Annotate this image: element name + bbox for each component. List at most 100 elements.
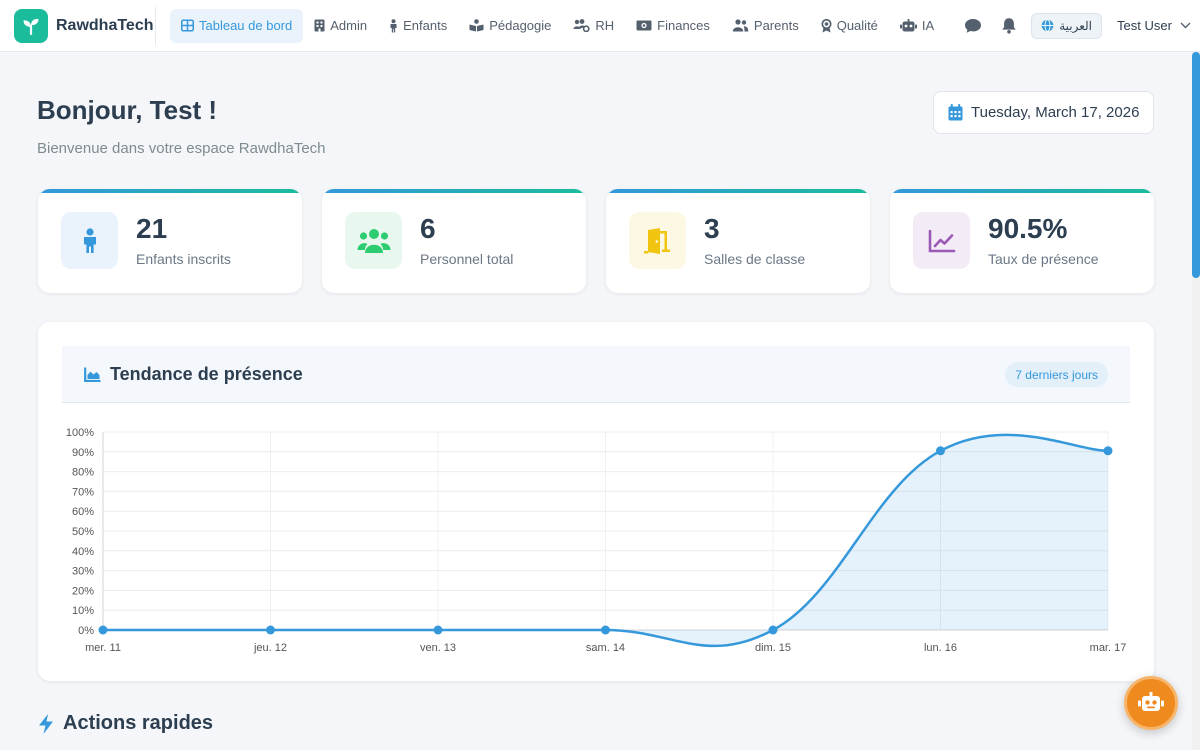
language-label: العربية bbox=[1059, 18, 1093, 33]
y-tick-label: 60% bbox=[72, 506, 94, 518]
grid-icon bbox=[181, 19, 194, 32]
robot-icon bbox=[899, 19, 917, 32]
stat-label: Personnel total bbox=[420, 251, 514, 267]
data-point bbox=[768, 625, 778, 635]
nav-item-label: Enfants bbox=[403, 18, 448, 33]
nav-item-dashboard[interactable]: Tableau de bord bbox=[170, 8, 304, 43]
x-tick-label: mar. 17 bbox=[1090, 642, 1127, 654]
nav-item-label: Parents bbox=[753, 18, 799, 33]
brand-name: RawdhaTech bbox=[56, 16, 154, 34]
building-icon bbox=[314, 19, 325, 32]
child-icon bbox=[61, 212, 118, 269]
stat-value: 90.5% bbox=[988, 213, 1068, 244]
x-tick-label: dim. 15 bbox=[755, 642, 791, 654]
nav-item-label: Tableau de bord bbox=[199, 18, 293, 33]
card-accent-stripe bbox=[606, 189, 870, 193]
stat-card-attendance: 90.5% Taux de présence bbox=[890, 189, 1154, 293]
nav-item-parents[interactable]: Parents bbox=[721, 9, 810, 43]
period-badge: 7 derniers jours bbox=[1005, 362, 1108, 387]
nav-item-quality[interactable]: Qualité bbox=[810, 9, 889, 43]
stat-card-classrooms: 3 Salles de classe bbox=[606, 189, 870, 293]
nav-item-label: Pédagogie bbox=[489, 18, 552, 33]
seedling-icon bbox=[14, 8, 48, 43]
nav-item-label: Qualité bbox=[836, 18, 878, 33]
x-tick-label: sam. 14 bbox=[586, 642, 625, 654]
card-accent-stripe bbox=[322, 189, 586, 193]
stat-label: Taux de présence bbox=[988, 251, 1099, 267]
chart-area-icon bbox=[84, 367, 101, 382]
users-cog-icon bbox=[573, 19, 590, 32]
notifications-button[interactable] bbox=[991, 8, 1027, 44]
stat-card-children: 21 Enfants inscrits bbox=[38, 189, 302, 293]
nav-item-label: RH bbox=[595, 18, 615, 33]
user-name: Test User bbox=[1117, 18, 1172, 33]
data-point bbox=[266, 625, 275, 635]
y-tick-label: 70% bbox=[72, 486, 94, 498]
card-accent-stripe bbox=[38, 189, 302, 193]
money-icon bbox=[636, 20, 652, 31]
y-tick-label: 20% bbox=[72, 585, 94, 597]
chart-line-icon bbox=[913, 212, 970, 269]
parents-icon bbox=[732, 19, 749, 32]
page-subtitle: Bienvenue dans votre espace RawdhaTech bbox=[37, 140, 326, 157]
nav-item-admin[interactable]: Admin bbox=[303, 9, 378, 43]
data-point bbox=[1103, 446, 1113, 456]
scrollbar-track[interactable] bbox=[1192, 52, 1200, 750]
nav-item-hr[interactable]: RH bbox=[562, 9, 625, 43]
ai-assistant-button[interactable] bbox=[1124, 676, 1178, 730]
y-tick-label: 30% bbox=[72, 566, 94, 578]
x-tick-label: lun. 16 bbox=[924, 642, 957, 654]
stat-label: Salles de classe bbox=[704, 251, 806, 267]
card-accent-stripe bbox=[890, 189, 1154, 193]
chevron-down-icon bbox=[1180, 22, 1191, 29]
nav-item-children[interactable]: Enfants bbox=[378, 9, 458, 43]
nav-item-label: IA bbox=[921, 18, 935, 33]
y-tick-label: 90% bbox=[72, 447, 94, 459]
data-point bbox=[433, 625, 443, 635]
attendance-trend-card: Tendance de présence 7 derniers jours 0%… bbox=[38, 322, 1154, 681]
stat-value: 21 bbox=[136, 213, 168, 244]
scrollbar-thumb[interactable] bbox=[1192, 52, 1200, 278]
x-tick-label: mer. 11 bbox=[85, 642, 121, 654]
users-icon bbox=[345, 212, 402, 269]
language-switcher[interactable]: العربية bbox=[1031, 12, 1103, 39]
x-tick-label: jeu. 12 bbox=[253, 642, 287, 654]
nav-item-label: Admin bbox=[330, 18, 368, 33]
chat-icon bbox=[965, 18, 982, 33]
nav-item-finances[interactable]: Finances bbox=[625, 9, 721, 43]
y-tick-label: 40% bbox=[72, 546, 94, 558]
main-nav: Tableau de bord Admin Enfants Pédagogie … bbox=[170, 0, 945, 52]
chart-title: Tendance de présence bbox=[110, 363, 303, 384]
quick-actions-title: Actions rapides bbox=[63, 712, 214, 734]
user-menu[interactable]: Test User bbox=[1117, 18, 1191, 33]
y-tick-label: 0% bbox=[78, 625, 94, 637]
x-tick-label: ven. 13 bbox=[420, 642, 456, 654]
book-reader-icon bbox=[469, 19, 484, 32]
brand[interactable]: RawdhaTech bbox=[0, 6, 156, 45]
attendance-chart: 0% 10% 20% 30% 40% 50% 60% 70% 80% 90% 100% mer. 11… bbox=[66, 427, 1127, 654]
series-area bbox=[103, 434, 1108, 646]
data-point bbox=[601, 625, 610, 635]
bell-icon bbox=[1002, 18, 1016, 34]
messages-button[interactable] bbox=[955, 8, 991, 44]
stat-card-staff: 6 Personnel total bbox=[322, 189, 586, 293]
y-tick-label: 100% bbox=[66, 427, 94, 439]
date-display: Tuesday, March 17, 2026 bbox=[933, 91, 1154, 134]
y-tick-label: 50% bbox=[72, 526, 94, 538]
nav-item-pedagogy[interactable]: Pédagogie bbox=[458, 9, 562, 43]
stat-label: Enfants inscrits bbox=[136, 251, 231, 267]
stat-value: 3 bbox=[704, 213, 720, 244]
robot-icon bbox=[1138, 692, 1164, 711]
y-tick-label: 80% bbox=[72, 467, 94, 479]
data-point bbox=[98, 625, 108, 635]
stat-value: 6 bbox=[420, 213, 436, 244]
chart-header: Tendance de présence 7 derniers jours bbox=[62, 346, 1130, 403]
nav-item-ai[interactable]: IA bbox=[889, 9, 945, 43]
calendar-icon bbox=[948, 104, 963, 121]
y-tick-label: 10% bbox=[72, 605, 94, 617]
nav-actions: العربية Test User bbox=[955, 8, 1191, 44]
door-icon bbox=[629, 212, 686, 269]
award-icon bbox=[821, 18, 832, 32]
date-text: Tuesday, March 17, 2026 bbox=[971, 104, 1140, 121]
data-point bbox=[936, 446, 945, 456]
